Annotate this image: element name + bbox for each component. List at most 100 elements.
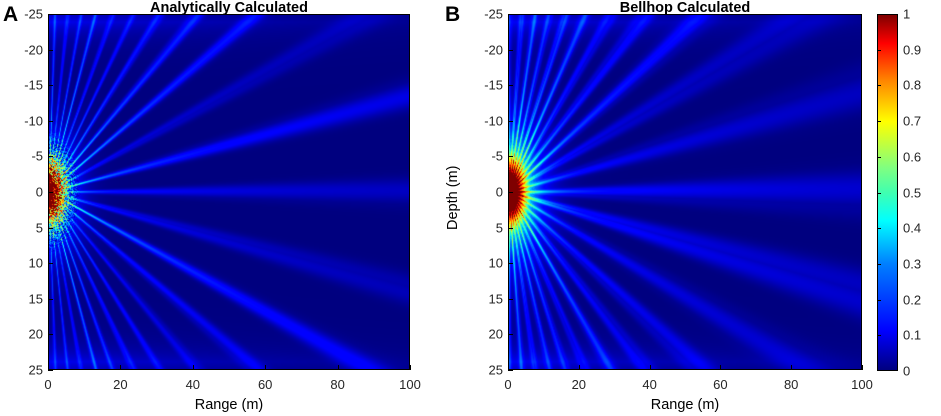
- y-tickmark: [48, 49, 53, 51]
- x-tick-label: 20: [571, 377, 587, 392]
- y-tick-label: 10: [28, 255, 43, 271]
- colorbar-tickmark: [877, 85, 881, 87]
- x-tickmark: [48, 365, 49, 370]
- colorbar-tick-label: 0.6: [903, 149, 922, 165]
- y-tickmark: [508, 49, 513, 51]
- y-tick-label: -15: [24, 77, 43, 93]
- x-axis-title-b: Range (m): [650, 397, 720, 413]
- y-tickmark: [508, 192, 513, 193]
- y-tick-label: 20: [488, 326, 503, 342]
- x-tickmark: [720, 365, 722, 370]
- y-tick-label: 5: [495, 220, 503, 236]
- y-tickmark: [48, 120, 53, 122]
- y-tickmark: [508, 298, 513, 300]
- x-tick-label: 0: [44, 377, 52, 392]
- x-tickmark: [508, 365, 509, 370]
- y-tick-label: 15: [28, 291, 43, 307]
- y-tick-label: 0: [35, 184, 43, 200]
- colorbar-tick-label: 0.3: [903, 256, 922, 272]
- heatmap-panel-a[interactable]: [48, 14, 410, 370]
- x-tickmark: [410, 365, 411, 370]
- y-tickmark: [508, 120, 513, 122]
- colorbar-tick-label: 0: [903, 363, 911, 379]
- y-tick-label: -20: [484, 42, 503, 58]
- panel-title-a: Analytically Calculated: [150, 0, 308, 16]
- y-tickmark: [48, 227, 53, 229]
- y-tickmark: [48, 85, 53, 87]
- pressure-field-b: [509, 15, 861, 369]
- x-tick-label: 20: [113, 377, 128, 392]
- y-tickmark: [48, 156, 53, 158]
- y-tickmark: [48, 334, 53, 336]
- colorbar-tick-label: 0.9: [903, 42, 922, 58]
- y-tick-label: 10: [488, 255, 503, 271]
- panel-title-b: Bellhop Calculated: [619, 0, 751, 16]
- colorbar-tickmark: [877, 263, 881, 265]
- colorbar-tickmark: [877, 299, 881, 301]
- x-tick-label: 60: [257, 377, 273, 392]
- y-tickmark: [48, 263, 53, 265]
- panel-letter-b: B: [445, 3, 461, 26]
- colorbar-tickmark: [877, 121, 881, 123]
- y-tickmark: [508, 263, 513, 265]
- x-tick-label: 80: [330, 377, 345, 392]
- y-tickmark: [508, 14, 513, 15]
- y-tick-label: -20: [24, 42, 43, 58]
- colorbar-tick-label: 0.4: [903, 220, 922, 236]
- y-tick-label: 15: [488, 291, 503, 307]
- colorbar-tick-label: 0.5: [903, 185, 922, 200]
- y-tick-label: -5: [491, 148, 503, 164]
- y-tickmark: [48, 298, 53, 300]
- y-tickmark: [508, 227, 513, 229]
- x-tickmark: [578, 365, 580, 370]
- x-tickmark: [192, 365, 194, 370]
- x-tick-label: 100: [399, 377, 421, 392]
- x-tickmark: [791, 365, 793, 370]
- y-tick-label: -15: [484, 77, 503, 93]
- x-tick-label: 40: [185, 377, 201, 392]
- y-tick-label: -10: [484, 113, 503, 129]
- heatmap-panel-b[interactable]: [508, 14, 862, 370]
- y-tick-label: 5: [35, 220, 43, 236]
- colorbar-tickmark: [877, 156, 881, 158]
- y-axis-title-b: Depth (m): [445, 165, 461, 230]
- x-tickmark: [862, 365, 863, 370]
- x-tickmark: [265, 365, 267, 370]
- x-tickmark: [649, 365, 651, 370]
- x-tick-label: 100: [851, 377, 873, 392]
- y-tick-label: 25: [28, 362, 43, 378]
- x-tick-label: 40: [642, 377, 657, 392]
- colorbar-tick-label: 0.1: [903, 327, 922, 343]
- y-tick-label: -25: [484, 6, 503, 22]
- colorbar-tick-label: 0.8: [903, 77, 922, 93]
- x-tickmark: [337, 365, 339, 370]
- y-tick-label: -25: [24, 6, 43, 22]
- colorbar-tickmark: [877, 49, 881, 51]
- y-tickmark: [508, 334, 513, 336]
- y-tick-label: -5: [31, 148, 43, 164]
- y-tickmark: [48, 14, 53, 15]
- y-tick-label: 25: [488, 362, 503, 378]
- y-tickmark: [48, 370, 53, 371]
- x-tick-label: 80: [783, 377, 799, 392]
- x-tick-label: 60: [713, 377, 728, 392]
- y-axis-title-a: Depth (m): [0, 166, 1, 230]
- y-tickmark: [508, 370, 513, 371]
- y-tickmark: [48, 192, 53, 193]
- x-axis-title-a: Range (m): [194, 397, 264, 413]
- colorbar-tick-label: 0.2: [903, 292, 922, 308]
- panel-letter-a: A: [3, 3, 19, 26]
- colorbar-tick-label: 1: [903, 6, 911, 22]
- colorbar-tick-label: 0.7: [903, 113, 922, 129]
- x-tick-label: 0: [504, 377, 512, 392]
- colorbar-tickmark: [877, 335, 881, 337]
- x-tickmark: [120, 365, 122, 370]
- y-tick-label: -10: [24, 113, 43, 129]
- colorbar-tickmark: [877, 192, 881, 194]
- pressure-field-a: [49, 15, 409, 369]
- y-tickmark: [508, 156, 513, 158]
- y-tickmark: [508, 85, 513, 87]
- y-tick-label: 20: [28, 326, 43, 342]
- y-tick-label: 0: [495, 184, 503, 200]
